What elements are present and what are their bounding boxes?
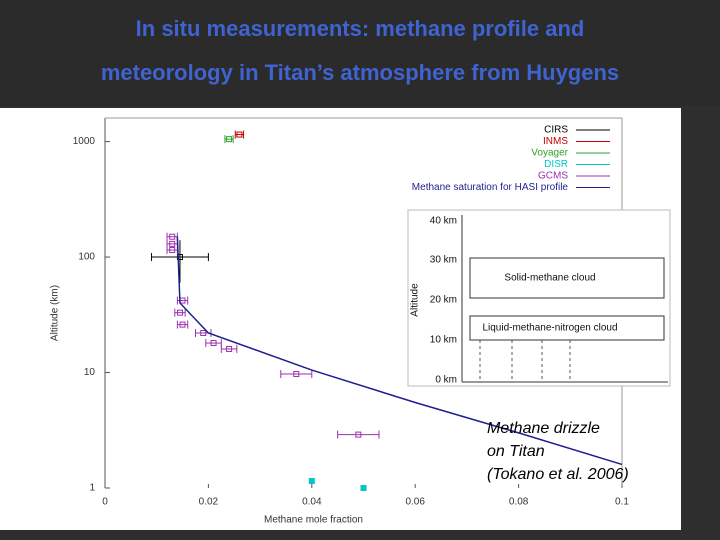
slide-title: In situ measurements: methane profile an… xyxy=(136,16,585,41)
point xyxy=(293,371,300,378)
x-tick-label: 0.02 xyxy=(199,497,219,508)
inset-axis-label: Altitude xyxy=(410,283,421,317)
inset-tick: 40 km xyxy=(430,216,457,227)
inset-tick: 10 km xyxy=(430,335,457,346)
point xyxy=(179,321,186,328)
x-tick-label: 0.06 xyxy=(405,497,425,508)
cloud-label: Liquid-methane-nitrogen cloud xyxy=(482,323,617,334)
y-tick-label: 100 xyxy=(78,252,95,263)
y-tick-label: 1 xyxy=(89,483,95,494)
legend-label: INMS xyxy=(543,136,568,147)
legend-label: Voyager xyxy=(531,148,568,159)
x-tick-label: 0.08 xyxy=(509,497,529,508)
point xyxy=(176,309,183,316)
point xyxy=(210,340,217,347)
point xyxy=(308,477,315,484)
y-tick-label: 1000 xyxy=(73,136,96,147)
x-tick-label: 0 xyxy=(102,497,108,508)
inset-tick: 30 km xyxy=(430,255,457,266)
cloud-box xyxy=(469,315,665,341)
legend-label: DISR xyxy=(544,159,568,170)
inset-tick: 20 km xyxy=(430,295,457,306)
inset-tick: 0 km xyxy=(435,375,457,386)
point xyxy=(226,345,233,352)
cloud-box xyxy=(469,257,665,299)
legend-label: GCMS xyxy=(538,171,568,182)
x-tick-label: 0.1 xyxy=(615,497,629,508)
x-axis-label: Methane mole fraction xyxy=(264,515,363,526)
point xyxy=(169,240,176,247)
saturation-line xyxy=(176,236,623,466)
point xyxy=(169,233,176,240)
x-tick-label: 0.04 xyxy=(302,497,322,508)
chart: 0 0.02 0.04 0.06 0.08 0.1 1 10 100 1000 Methane mo… xyxy=(50,117,629,526)
point xyxy=(200,329,207,336)
legend-label: CIRS xyxy=(544,125,568,136)
drizzle-lines xyxy=(479,340,571,382)
legend-label: Methane saturation for HASI profile xyxy=(412,182,569,193)
inset-diagram: 40 km 30 km 20 km 10 km 0 km Altitude So… xyxy=(407,209,671,387)
y-axis-label: Altitude (km) xyxy=(50,285,61,341)
caption: Methane drizzle xyxy=(487,420,600,437)
caption: on Titan xyxy=(487,443,545,460)
title-band xyxy=(0,0,720,106)
point xyxy=(169,247,176,254)
point xyxy=(226,136,233,143)
cloud-label: Solid-methane cloud xyxy=(504,273,595,284)
slide-title: meteorology in Titan’s atmosphere from H… xyxy=(101,60,619,85)
point xyxy=(236,131,243,138)
point xyxy=(355,431,362,438)
caption: (Tokano et al. 2006) xyxy=(487,466,629,483)
point xyxy=(360,485,367,491)
y-tick-label: 10 xyxy=(84,367,96,378)
